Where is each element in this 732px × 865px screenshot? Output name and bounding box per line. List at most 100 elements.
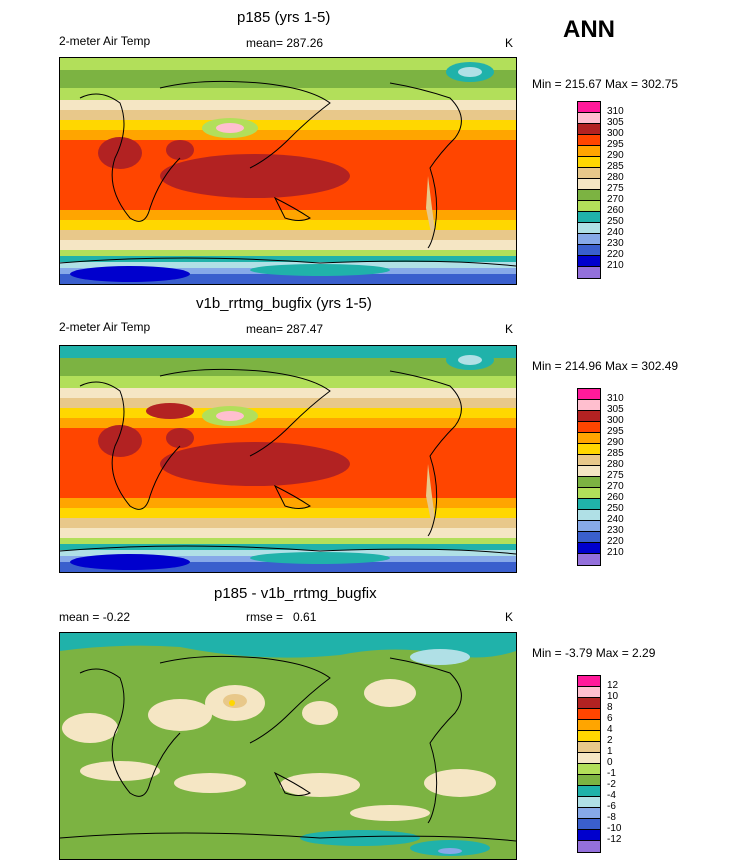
colorbar-swatch xyxy=(578,808,600,819)
colorbar-tick-label: 250 xyxy=(607,503,624,514)
colorbar-tick-label: 305 xyxy=(607,404,624,415)
colorbar-swatch xyxy=(578,256,600,267)
mean-value: 287.47 xyxy=(286,322,324,336)
colorbar-swatch xyxy=(578,499,600,510)
colorbar-swatch xyxy=(578,433,600,444)
colorbar-tick-label: 280 xyxy=(607,172,624,183)
colorbar-tick-label: 300 xyxy=(607,128,624,139)
colorbar-swatch xyxy=(578,223,600,234)
colorbar-tick-label: 285 xyxy=(607,448,624,459)
colorbar-tick-label: 240 xyxy=(607,514,624,525)
colorbar-tick-label: 240 xyxy=(607,227,624,238)
diff-mean-label: mean = -0.22 xyxy=(59,610,131,624)
colorbar-swatch xyxy=(578,764,600,775)
colorbar-swatch xyxy=(578,676,600,687)
colorbar-swatch xyxy=(578,687,600,698)
colorbar-tick-label: -4 xyxy=(607,790,616,801)
colorbar-swatch xyxy=(578,212,600,223)
rmse-value: 0.61 xyxy=(293,610,317,624)
colorbar-tick-label: 290 xyxy=(607,437,624,448)
colorbar-tick-label: 10 xyxy=(607,691,619,702)
colorbar-swatch xyxy=(578,146,600,157)
map-panel-1 xyxy=(59,57,517,285)
minmax-label: Min = 215.67 Max = 302.75 xyxy=(532,77,679,91)
colorbar-swatch xyxy=(578,267,600,278)
colorbar-swatch xyxy=(578,201,600,212)
colorbar-swatch xyxy=(578,731,600,742)
minmax-label: Min = 214.96 Max = 302.49 xyxy=(532,359,679,373)
colorbar-tick-label: 220 xyxy=(607,536,624,547)
colorbar-tick-label: 220 xyxy=(607,249,624,260)
colorbar-swatch xyxy=(578,411,600,422)
colorbar-swatch xyxy=(578,720,600,731)
colorbar-tick-label: 290 xyxy=(607,150,624,161)
colorbar-swatch xyxy=(578,179,600,190)
colorbar xyxy=(577,388,601,566)
colorbar-tick-label: 285 xyxy=(607,161,624,172)
units-label: K xyxy=(505,36,514,50)
season-label: ANN xyxy=(563,16,615,43)
colorbar-tick-label: 210 xyxy=(607,547,624,558)
colorbar-swatch xyxy=(578,477,600,488)
colorbar-swatch xyxy=(578,422,600,433)
colorbar-swatch xyxy=(578,742,600,753)
colorbar-tick-label: 295 xyxy=(607,426,624,437)
colorbar-tick-label: 4 xyxy=(607,724,613,735)
colorbar-swatch xyxy=(578,819,600,830)
colorbar-tick-label: -12 xyxy=(607,834,622,845)
colorbar-swatch xyxy=(578,698,600,709)
colorbar-swatch xyxy=(578,168,600,179)
colorbar-tick-label: 1 xyxy=(607,746,613,757)
colorbar-swatch xyxy=(578,455,600,466)
colorbar-tick-label: 8 xyxy=(607,702,613,713)
minmax-label: Min = -3.79 Max = 2.29 xyxy=(532,646,656,660)
colorbar-swatch xyxy=(578,113,600,124)
colorbar-tick-label: 210 xyxy=(607,260,624,271)
colorbar-tick-label: 310 xyxy=(607,393,624,404)
colorbar-swatch xyxy=(578,157,600,168)
colorbar-swatch xyxy=(578,389,600,400)
colorbar-swatch xyxy=(578,709,600,720)
colorbar-swatch xyxy=(578,444,600,455)
mean-label: mean= 287.47 xyxy=(246,322,324,336)
colorbar-tick-label: 260 xyxy=(607,492,624,503)
colorbar-tick-label: -1 xyxy=(607,768,616,779)
colorbar-swatch xyxy=(578,190,600,201)
colorbar-tick-label: 305 xyxy=(607,117,624,128)
colorbar xyxy=(577,675,601,853)
colorbar-swatch xyxy=(578,488,600,499)
temperature-map xyxy=(60,346,516,572)
colorbar-tick-label: 310 xyxy=(607,106,624,117)
colorbar-swatch xyxy=(578,797,600,808)
colorbar-swatch xyxy=(578,786,600,797)
colorbar-tick-label: -10 xyxy=(607,823,622,834)
colorbar-swatch xyxy=(578,830,600,841)
colorbar-swatch xyxy=(578,124,600,135)
colorbar-swatch xyxy=(578,510,600,521)
colorbar-tick-label: 280 xyxy=(607,459,624,470)
colorbar-swatch xyxy=(578,554,600,565)
panel-title: p185 (yrs 1-5) xyxy=(237,9,331,26)
colorbar-tick-label: -2 xyxy=(607,779,616,790)
colorbar-swatch xyxy=(578,753,600,764)
panel-title: v1b_rrtmg_bugfix (yrs 1-5) xyxy=(196,295,372,312)
temperature-map xyxy=(60,58,516,284)
colorbar-tick-label: 260 xyxy=(607,205,624,216)
mean-value: 287.26 xyxy=(286,36,324,50)
colorbar-tick-label: -6 xyxy=(607,801,616,812)
units-label: K xyxy=(505,322,514,336)
colorbar-swatch xyxy=(578,841,600,852)
colorbar-swatch xyxy=(578,135,600,146)
map-panel-2 xyxy=(59,345,517,573)
colorbar-tick-label: 0 xyxy=(607,757,613,768)
mean-label: mean= 287.26 xyxy=(246,36,324,50)
colorbar-tick-label: 12 xyxy=(607,680,619,691)
colorbar-swatch xyxy=(578,400,600,411)
colorbar-swatch xyxy=(578,245,600,256)
colorbar-swatch xyxy=(578,532,600,543)
colorbar-tick-label: 270 xyxy=(607,481,624,492)
colorbar-swatch xyxy=(578,466,600,477)
colorbar-tick-label: 2 xyxy=(607,735,613,746)
difference-map xyxy=(60,633,516,859)
map-panel-3 xyxy=(59,632,517,860)
